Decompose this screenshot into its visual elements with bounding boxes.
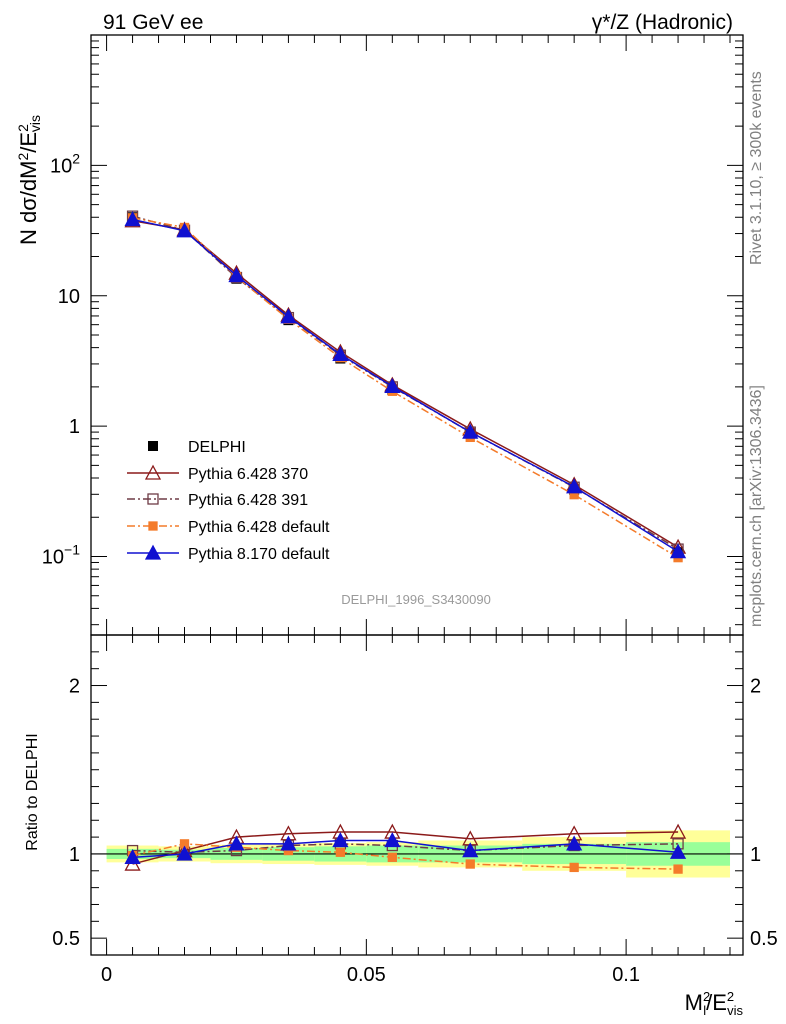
- legend-label: Pythia 6.428 370: [188, 466, 308, 483]
- series-point-3: [566, 478, 583, 494]
- ratio-point-2: [569, 862, 579, 873]
- ratio-y-tick-label-right: 2: [750, 676, 761, 698]
- main-y-tick-label: 1: [69, 416, 80, 438]
- ratio-point-3: [176, 845, 193, 861]
- ratio-point-2: [387, 852, 397, 862]
- legend-marker: [144, 464, 162, 480]
- legend-label: DELPHI: [188, 439, 246, 456]
- legend-marker: [148, 441, 158, 451]
- legend-marker: [144, 544, 162, 560]
- series-point-3: [280, 308, 297, 324]
- main-y-tick-label: 10: [58, 286, 80, 308]
- ratio-point-3: [669, 843, 687, 859]
- ratio-panel: 0.5 0.5 1 1 2 2 0 0.05 0.1: [52, 35, 778, 986]
- legend-label: Pythia 8.170 default: [188, 546, 330, 563]
- x-axis-title: M2 l/E2 vis: [685, 989, 744, 1018]
- series-point-3: [462, 423, 479, 439]
- x-tick-label: 0.1: [612, 964, 640, 986]
- main-y-axis-title: N dσ/dM2/E2vis: [15, 115, 43, 245]
- mcplots-label: mcplots.cern.ch [arXiv:1306.3436]: [748, 385, 765, 627]
- x-tick-label: 0: [101, 964, 112, 986]
- ratio-point-3: [384, 832, 401, 848]
- legend-label: Pythia 6.428 default: [188, 519, 330, 536]
- legend-marker: [148, 521, 158, 531]
- ratio-y-tick-label: 2: [69, 676, 80, 698]
- ratio-point-2: [465, 859, 475, 869]
- series-point-3: [669, 543, 687, 559]
- main-frame: [90, 34, 744, 636]
- x-axis-title-text: M: [685, 990, 703, 1015]
- ratio-point-3: [124, 848, 141, 864]
- series-point-3: [384, 377, 401, 393]
- legend: DELPHI Pythia 6.428 370 Pythia 6.428 391 Py…: [127, 439, 330, 563]
- ratio-y-tick-label-right: 1: [750, 844, 761, 866]
- series-point-3: [176, 222, 193, 238]
- series-point-3: [332, 346, 349, 362]
- ratio-y-axis-title: Ratio to DELPHI: [24, 733, 41, 850]
- ratio-point-2: [335, 847, 346, 857]
- main-panel: 10−1 1 10 102: [42, 34, 744, 636]
- ratio-line-0: [132, 831, 679, 865]
- ratio-point-3: [462, 842, 479, 858]
- ratio-y-tick-label: 0.5: [52, 928, 80, 950]
- main-y-tick-label: 10−1: [42, 542, 80, 569]
- ratio-point-3: [280, 835, 297, 851]
- ratio-frame: [90, 634, 744, 956]
- svg-text:M2l/E2vis: M2 l/E2 vis: [685, 989, 744, 1018]
- ratio-point-2: [673, 864, 683, 874]
- ratio-point-0: [669, 823, 687, 839]
- x-tick-label: 0.05: [347, 964, 386, 986]
- series-point-3: [228, 267, 245, 283]
- rivet-version-label: Rivet 3.1.10, ≥ 300k events: [748, 71, 765, 265]
- main-y-axis-title-text: N dσ/dM: [16, 161, 41, 246]
- energy-label: 91 GeV ee: [103, 11, 203, 34]
- legend-marker: [147, 493, 159, 505]
- ratio-y-tick-label-right: 0.5: [750, 928, 778, 950]
- main-y-tick-label: 102: [50, 150, 80, 177]
- legend-label: Pythia 6.428 391: [188, 492, 308, 509]
- ratio-y-tick-label: 1: [69, 844, 80, 866]
- analysis-watermark: DELPHI_1996_S3430090: [341, 592, 491, 607]
- ratio-point-3: [566, 835, 583, 851]
- process-label: γ*/Z (Hadronic): [592, 11, 733, 34]
- svg-text:N dσ/dM2/E2vis: N dσ/dM2/E2vis: [15, 115, 43, 245]
- ratio-point-3: [228, 835, 245, 851]
- series-point-3: [124, 211, 141, 227]
- ratio-point-3: [332, 832, 349, 848]
